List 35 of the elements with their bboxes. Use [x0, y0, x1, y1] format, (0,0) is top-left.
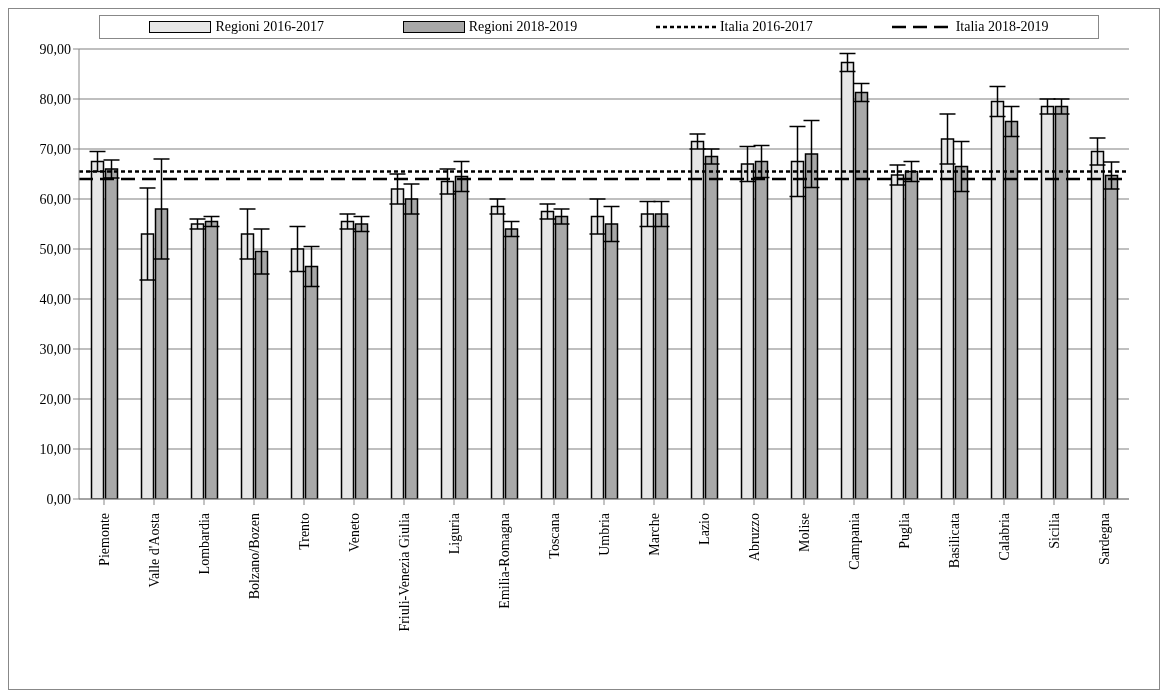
legend-label: Italia 2018-2019 — [955, 19, 1049, 35]
x-tick-label: Lazio — [696, 513, 712, 545]
x-tick-label: Valle d'Aosta — [146, 512, 162, 588]
y-tick-label: 40,00 — [39, 291, 71, 307]
x-tick-label: Calabria — [996, 512, 1012, 561]
x-tick-label: Campania — [846, 512, 862, 570]
x-tick-label: Toscana — [546, 512, 562, 559]
x-tick-label: Molise — [796, 513, 812, 552]
y-tick-label: 50,00 — [39, 241, 71, 257]
y-tick-label: 10,00 — [39, 441, 71, 457]
x-tick-label: Abruzzo — [746, 513, 762, 562]
y-tick-label: 90,00 — [39, 41, 71, 57]
y-tick-label: 70,00 — [39, 141, 71, 157]
x-tick-label: Lombardia — [196, 512, 212, 575]
x-tick-label: Friuli-Venezia Giulia — [396, 512, 412, 632]
y-tick-label: 0,00 — [46, 491, 71, 507]
x-tick-label: Piemonte — [96, 513, 112, 566]
x-tick-label: Liguria — [446, 512, 462, 555]
x-tick-label: Umbria — [596, 512, 612, 556]
x-tick-label: Basilicata — [946, 512, 962, 569]
x-tick-label: Veneto — [346, 513, 362, 552]
y-tick-label: 30,00 — [39, 341, 71, 357]
x-tick-label: Puglia — [896, 512, 912, 549]
x-tick-label: Sicilia — [1046, 512, 1062, 549]
legend-label: Regioni 2016-2017 — [215, 19, 324, 35]
legend-label: Italia 2016-2017 — [719, 19, 813, 35]
x-tick-label: Emilia-Romagna — [496, 512, 512, 609]
x-tick-label: Marche — [646, 513, 662, 556]
x-tick-label: Trento — [296, 513, 312, 550]
x-tick-label: Bolzano/Bozen — [246, 513, 262, 600]
y-tick-label: 20,00 — [39, 391, 71, 407]
y-tick-label: 60,00 — [39, 191, 71, 207]
legend-label: Regioni 2018-2019 — [468, 19, 578, 35]
y-tick-label: 80,00 — [39, 91, 71, 107]
x-tick-label: Sardegna — [1096, 512, 1112, 566]
